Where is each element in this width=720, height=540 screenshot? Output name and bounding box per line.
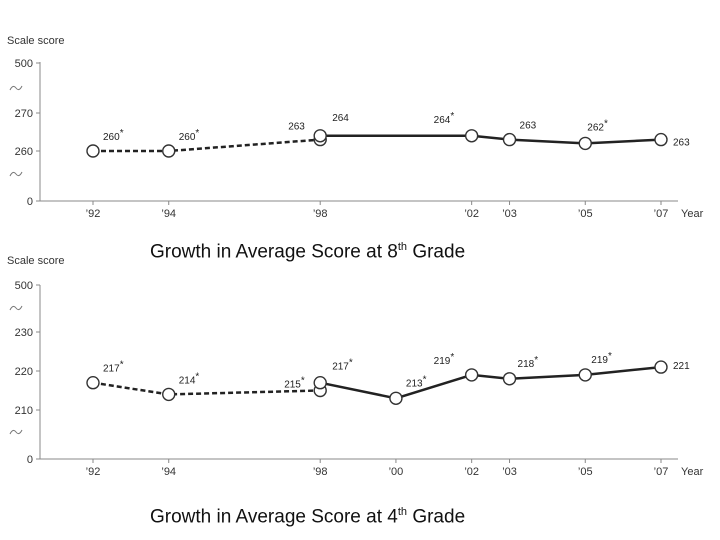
x-tick-label: ’05 bbox=[578, 466, 593, 478]
data-label: 263 bbox=[288, 122, 305, 133]
y-tick-label: 260 bbox=[15, 146, 33, 158]
data-point bbox=[162, 387, 176, 402]
series-line-solid bbox=[319, 365, 662, 400]
x-axis-title: Year bbox=[681, 466, 704, 478]
y-tick-label: 210 bbox=[15, 405, 33, 417]
data-point bbox=[389, 391, 403, 406]
y-tick-label: 500 bbox=[15, 280, 33, 292]
y-axis-title: Scale score bbox=[7, 35, 65, 47]
data-label: 218* bbox=[518, 355, 539, 370]
data-point bbox=[464, 129, 479, 143]
x-tick-label: ’98 bbox=[313, 208, 328, 220]
x-tick-label: ’07 bbox=[654, 208, 669, 220]
significance-asterisk: * bbox=[195, 128, 199, 139]
chart-4th-grade: 0 210 220 230 500 ’92 ’94 ’98 ’00 ’02 ’03 ’05 ’07 Yea… bbox=[9, 280, 704, 478]
y-tick-label: 270 bbox=[15, 108, 33, 120]
data-point bbox=[464, 368, 479, 382]
chart-caption-4th-grade: Growth in Average Score at 4th Grade bbox=[150, 506, 466, 528]
data-label: 221 bbox=[673, 361, 690, 372]
x-tick-label: ’03 bbox=[502, 208, 517, 220]
significance-asterisk: * bbox=[534, 355, 538, 366]
data-label: 219* bbox=[591, 351, 612, 366]
x-axis-title: Year bbox=[681, 208, 704, 220]
axis-break-icon bbox=[9, 85, 23, 91]
data-label: 263 bbox=[520, 121, 537, 132]
data-label: 262* bbox=[587, 118, 608, 133]
data-point bbox=[86, 375, 100, 390]
significance-asterisk: * bbox=[423, 374, 427, 385]
x-tick-label: ’94 bbox=[161, 208, 176, 220]
data-label: 264* bbox=[434, 111, 455, 126]
chart-caption-8th-grade: Growth in Average Score at 8th Grade bbox=[150, 241, 466, 263]
significance-asterisk: * bbox=[195, 371, 199, 382]
x-tick-label: ’03 bbox=[502, 466, 517, 478]
series-line-solid bbox=[320, 134, 662, 145]
significance-asterisk: * bbox=[301, 376, 305, 387]
x-tick-label: ’05 bbox=[578, 208, 593, 220]
data-point bbox=[502, 132, 517, 147]
significance-asterisk: * bbox=[120, 360, 124, 371]
data-label: 264 bbox=[332, 113, 349, 124]
data-point bbox=[578, 368, 592, 382]
axis-break-icon bbox=[9, 305, 23, 311]
data-label: 214* bbox=[179, 371, 200, 386]
series-line-dashed bbox=[93, 138, 321, 153]
x-tick-label: ’92 bbox=[86, 208, 101, 220]
data-label: 219* bbox=[434, 352, 455, 367]
x-tick-label: ’07 bbox=[654, 466, 669, 478]
x-tick-label: ’00 bbox=[389, 466, 404, 478]
chart-8th-grade: 0 260 270 500 ’92 ’94 ’98 ’02 ’03 ’05 ’07 Year 260* 2… bbox=[9, 58, 704, 220]
data-label: 217* bbox=[103, 360, 124, 375]
data-label: 217* bbox=[332, 358, 353, 373]
data-point bbox=[578, 136, 592, 151]
data-point bbox=[313, 129, 327, 143]
data-point bbox=[654, 360, 668, 374]
data-label: 213* bbox=[406, 374, 427, 389]
data-point bbox=[86, 144, 100, 158]
chart-panel-grade-8: Scale score 0 260 270 500 ’92 ’94 ’98 ’02 ’03 ’05… bbox=[0, 0, 720, 245]
x-tick-label: ’02 bbox=[464, 466, 479, 478]
significance-asterisk: * bbox=[450, 111, 454, 122]
data-label: 260* bbox=[179, 128, 200, 143]
y-axis-title: Scale score bbox=[7, 255, 65, 267]
y-tick-label: 0 bbox=[27, 196, 33, 208]
chart-panel-grade-4: Scale score 0 210 220 230 500 ’92 ’94 ’98 ’00 ’02… bbox=[0, 250, 720, 480]
data-label: 263 bbox=[673, 138, 690, 149]
data-label: 260* bbox=[103, 128, 124, 143]
x-tick-label: ’02 bbox=[464, 208, 479, 220]
y-tick-label: 500 bbox=[15, 58, 33, 70]
x-tick-label: ’92 bbox=[86, 466, 101, 478]
significance-asterisk: * bbox=[450, 352, 454, 363]
data-point bbox=[654, 132, 668, 147]
data-point bbox=[313, 375, 327, 390]
significance-asterisk: * bbox=[120, 128, 124, 139]
data-point bbox=[162, 144, 176, 158]
axis-break-icon bbox=[9, 429, 23, 435]
y-tick-label: 0 bbox=[27, 454, 33, 466]
significance-asterisk: * bbox=[608, 351, 612, 362]
data-label: 215* bbox=[284, 376, 305, 391]
data-point bbox=[502, 372, 517, 386]
x-tick-label: ’98 bbox=[313, 466, 328, 478]
y-tick-label: 220 bbox=[15, 366, 33, 378]
y-tick-label: 230 bbox=[15, 327, 33, 339]
x-tick-label: ’94 bbox=[161, 466, 176, 478]
significance-asterisk: * bbox=[604, 118, 608, 129]
axis-break-icon bbox=[9, 171, 23, 177]
significance-asterisk: * bbox=[349, 358, 353, 369]
